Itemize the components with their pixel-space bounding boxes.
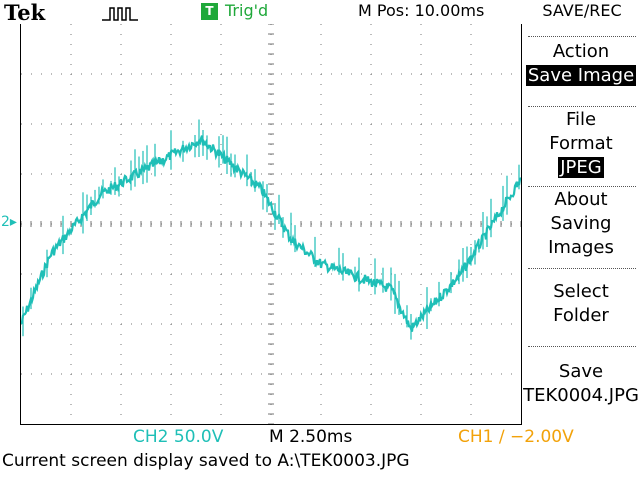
trigger-status: Trig'd [225,1,269,20]
status-header: Tek T Trig'd M Pos: 10.00ms SAVE/REC [0,0,640,25]
file-format-label-2: Format [549,133,613,154]
brand-logo: Tek [4,0,46,25]
ch2-scale-readout: CH2 50.0V [133,427,224,447]
about-line-3: Images [548,237,614,258]
about-saving-images-menu-item[interactable]: About Saving Images [522,188,640,260]
save-status-message: Current screen display saved to A:\TEK00… [2,451,410,471]
save-filename: TEK0004.JPG [523,385,639,406]
waveform-display [20,24,522,425]
menu-title: SAVE/REC [542,1,622,20]
side-menu: Action Save Image File Format JPEG About… [522,24,640,424]
select-line-2: Folder [553,305,609,326]
trigger-level-readout: CH1 ∕ −2.00V [458,427,574,447]
select-folder-menu-item[interactable]: Select Folder [522,280,640,328]
file-format-label-1: File [565,109,597,130]
ch2-waveform-trace [21,119,521,340]
file-format-menu-item[interactable]: File Format JPEG [522,108,640,180]
select-line-1: Select [553,281,609,302]
timebase-readout: M 2.50ms [269,427,353,447]
horizontal-position: M Pos: 10.00ms [358,1,485,20]
ch2-ground-marker: 2▸ [1,214,17,230]
trigger-edge-icon [102,7,138,21]
graticule [21,24,521,424]
about-line-2: Saving [550,213,612,234]
action-menu-item[interactable]: Action Save Image [522,40,640,88]
action-value: Save Image [525,65,637,86]
trigger-badge: T [201,3,218,20]
save-line-1: Save [558,361,604,382]
file-format-value: JPEG [558,157,604,178]
about-line-1: About [554,189,608,210]
action-label: Action [552,41,610,62]
status-footer: CH2 50.0V M 2.50ms CH1 ∕ −2.00V Current … [0,424,640,480]
save-file-menu-item[interactable]: Save TEK0004.JPG [522,360,640,408]
